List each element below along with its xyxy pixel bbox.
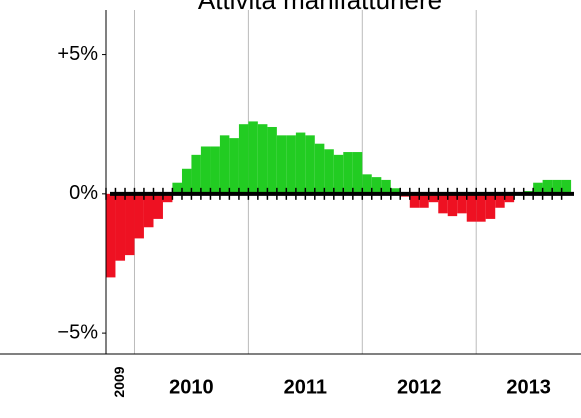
x-tick-label: 2012 bbox=[397, 376, 442, 398]
bar bbox=[447, 193, 458, 217]
bar bbox=[542, 179, 553, 194]
bar bbox=[134, 193, 144, 239]
bar bbox=[172, 182, 182, 194]
bar bbox=[125, 193, 135, 256]
x-tick-label: 2010 bbox=[169, 376, 214, 398]
bar bbox=[238, 124, 249, 194]
bar bbox=[162, 193, 173, 203]
bar bbox=[248, 121, 258, 194]
bar bbox=[343, 152, 353, 194]
y-tick-label: +5% bbox=[57, 43, 98, 65]
bar bbox=[200, 146, 211, 194]
bar bbox=[552, 179, 562, 194]
bar bbox=[267, 126, 277, 194]
bar bbox=[324, 149, 334, 194]
bar bbox=[495, 193, 505, 208]
bar bbox=[305, 135, 315, 194]
bar bbox=[257, 124, 268, 194]
bar bbox=[181, 168, 192, 194]
bar bbox=[381, 179, 391, 194]
bar bbox=[295, 132, 306, 194]
bar bbox=[219, 135, 230, 194]
bar bbox=[476, 193, 486, 222]
bar bbox=[561, 179, 572, 194]
y-tick-label: −5% bbox=[57, 321, 98, 343]
bar bbox=[352, 152, 363, 194]
bar bbox=[106, 193, 116, 278]
bar bbox=[115, 193, 126, 261]
bar bbox=[419, 193, 429, 208]
chart-title: Attività manifatturiere bbox=[198, 0, 442, 15]
bar bbox=[229, 138, 239, 194]
bar bbox=[314, 143, 325, 194]
bar bbox=[333, 154, 344, 194]
bar bbox=[438, 193, 448, 214]
bar bbox=[457, 193, 467, 214]
bar bbox=[428, 193, 439, 203]
bar bbox=[533, 182, 543, 194]
bar bbox=[371, 177, 382, 194]
bar bbox=[153, 193, 163, 219]
bar bbox=[485, 193, 496, 219]
bar bbox=[504, 193, 515, 203]
bar bbox=[276, 135, 287, 194]
bar bbox=[409, 193, 420, 208]
x-tick-label: 2013 bbox=[506, 376, 551, 398]
bar bbox=[210, 146, 220, 194]
bar bbox=[390, 188, 401, 194]
x-tick-label: 2011 bbox=[284, 376, 327, 398]
x-tick-label: 2009 bbox=[111, 366, 127, 397]
bar bbox=[362, 174, 372, 194]
bar bbox=[286, 135, 296, 194]
bar bbox=[191, 154, 201, 194]
bar bbox=[143, 193, 154, 228]
y-tick-label: 0% bbox=[69, 182, 98, 204]
bar bbox=[466, 193, 477, 222]
